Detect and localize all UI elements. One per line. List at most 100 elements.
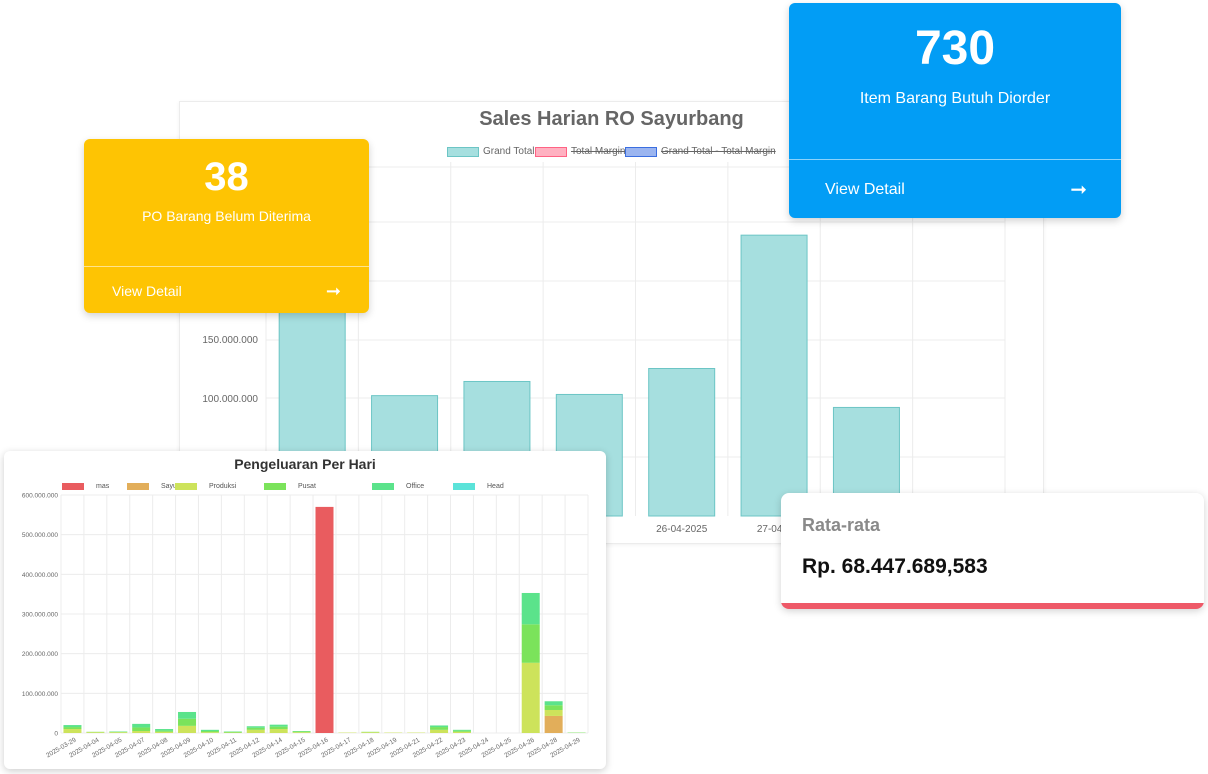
expense-bar-segment: [269, 724, 288, 727]
expense-bar-segment: [430, 729, 449, 733]
expense-bar-segment: [223, 731, 242, 733]
legend-swatch: [372, 483, 394, 490]
expense-bar-segment: [155, 730, 174, 732]
legend-label: Produksi: [209, 483, 237, 490]
expense-bar-segment: [178, 718, 197, 726]
legend-office[interactable]: Office: [372, 483, 424, 490]
legend-label: mas: [96, 483, 110, 490]
expense-bar-segment: [155, 731, 174, 733]
y-tick-label: 0: [54, 731, 58, 738]
pengeluaran-stacked-chart: 0 100.000.000 200.000.000 300.000.000 400.00…: [22, 493, 589, 759]
arrow-right-icon[interactable]: ➞: [1070, 179, 1087, 201]
expense-bar-segment: [544, 701, 563, 706]
y-tick-label: 600.000.000: [22, 493, 59, 500]
expense-bar-segment: [430, 727, 449, 730]
legend-swatch: [127, 483, 149, 490]
card-divider: [84, 266, 369, 267]
legend-label: Total Margin: [571, 146, 626, 157]
pengeluaran-chart-title: Pengeluaran Per Hari: [234, 456, 376, 472]
legend-label: Grand Total: [483, 146, 535, 157]
legend-total-margin[interactable]: Total Margin: [535, 146, 625, 157]
item-count: 730: [914, 22, 996, 75]
item-view-detail-link[interactable]: View Detail: [825, 181, 905, 198]
expense-bar-segment: [246, 729, 265, 733]
expense-bar-segment: [63, 727, 82, 730]
sales-bar: [740, 234, 808, 517]
legend-head[interactable]: Head: [453, 483, 504, 490]
legend-swatch: [625, 146, 657, 157]
y-tick-label: 500.000.000: [22, 532, 59, 539]
expense-bar-segment: [246, 727, 265, 730]
expense-bar-segment: [246, 726, 265, 728]
legend-swatch: [535, 146, 567, 157]
y-tick-label: 200.000.000: [22, 651, 59, 658]
expense-bar-segment: [361, 732, 380, 733]
expense-bar-segment: [63, 729, 82, 733]
expense-bar-segment: [86, 732, 105, 733]
y-tick-label: 300.000.000: [22, 612, 59, 619]
po-count: 38: [204, 155, 249, 199]
arrow-right-icon[interactable]: ➞: [325, 281, 341, 301]
y-tick-label: 100.000.000: [22, 691, 59, 698]
accent-bar: [781, 603, 1204, 609]
rata-rata-card: Rata-rata Rp. 68.447.689,583: [781, 493, 1204, 609]
expense-bar-segment: [452, 731, 471, 733]
legend-swatch: [447, 146, 479, 157]
item-butuh-diorder-card: 730 Item Barang Butuh Diorder View Detai…: [789, 3, 1121, 218]
sales-bar: [648, 368, 716, 517]
x-tick-label: 27-04-2: [757, 524, 792, 535]
legend-swatch: [175, 483, 197, 490]
expense-bar-segment: [544, 705, 563, 710]
sales-chart-title: Sales Harian RO Sayurbang: [479, 108, 744, 130]
expense-bar-segment: [132, 731, 151, 733]
legend-mas[interactable]: mas: [62, 483, 109, 490]
expense-bar-segment: [292, 731, 311, 733]
expense-bar-segment: [200, 731, 219, 733]
y-tick-label: 100.000.000: [202, 394, 258, 405]
legend-label: Office: [406, 483, 425, 490]
expense-bar-segment: [155, 729, 174, 731]
rata-rata-title: Rata-rata: [802, 515, 881, 535]
expense-bar-segment: [521, 662, 540, 733]
y-tick-label: 150.000.000: [202, 335, 258, 346]
expense-bar-segment: [430, 725, 449, 728]
legend-sayur[interactable]: Sayur: [127, 483, 179, 490]
legend-label: Grand Total - Total Margin: [661, 146, 776, 157]
expense-bar-segment: [521, 624, 540, 663]
expense-bar-segment: [109, 732, 128, 733]
x-tick-label: 26-04-2025: [656, 524, 708, 535]
legend-label: Head: [487, 483, 504, 490]
po-label: PO Barang Belum Diterima: [142, 208, 311, 224]
rata-rata-value: Rp. 68.447.689,583: [802, 555, 988, 578]
item-label: Item Barang Butuh Diorder: [859, 90, 1051, 107]
expense-bar-segment: [315, 506, 334, 733]
expense-bar-segment: [269, 729, 288, 733]
y-tick-label: 400.000.000: [22, 572, 59, 579]
expense-bar-segment: [544, 715, 563, 733]
legend-produksi[interactable]: Produksi: [175, 483, 236, 490]
legend-label: Pusat: [298, 483, 316, 490]
expense-bar-segment: [178, 711, 197, 719]
expense-bar-segment: [132, 727, 151, 732]
legend-label: Sayur: [161, 483, 180, 490]
po-view-detail-link[interactable]: View Detail: [112, 283, 182, 299]
expense-bar-segment: [132, 723, 151, 728]
expense-bar-segment: [292, 732, 311, 733]
legend-pusat[interactable]: Pusat: [264, 483, 316, 490]
card-divider: [789, 159, 1121, 160]
expense-bar-segment: [544, 709, 563, 716]
expense-bar-segment: [452, 730, 471, 732]
pengeluaran-chart-card: Pengeluaran Per Hari mas Sayur Produksi …: [4, 451, 606, 769]
expense-bar-segment: [200, 729, 219, 732]
legend-swatch: [453, 483, 475, 490]
expense-bar-segment: [521, 592, 540, 625]
expense-bar-segment: [178, 725, 197, 733]
expense-bar-segment: [200, 732, 219, 733]
expense-bar-segment: [269, 726, 288, 730]
legend-swatch: [62, 483, 84, 490]
legend-grand-minus-margin[interactable]: Grand Total - Total Margin: [625, 146, 776, 157]
legend-swatch: [264, 483, 286, 490]
legend-grand-total[interactable]: Grand Total: [447, 146, 535, 157]
expense-bar-segment: [452, 729, 471, 731]
po-belum-diterima-card: 38 PO Barang Belum Diterima View Detail …: [84, 139, 369, 313]
